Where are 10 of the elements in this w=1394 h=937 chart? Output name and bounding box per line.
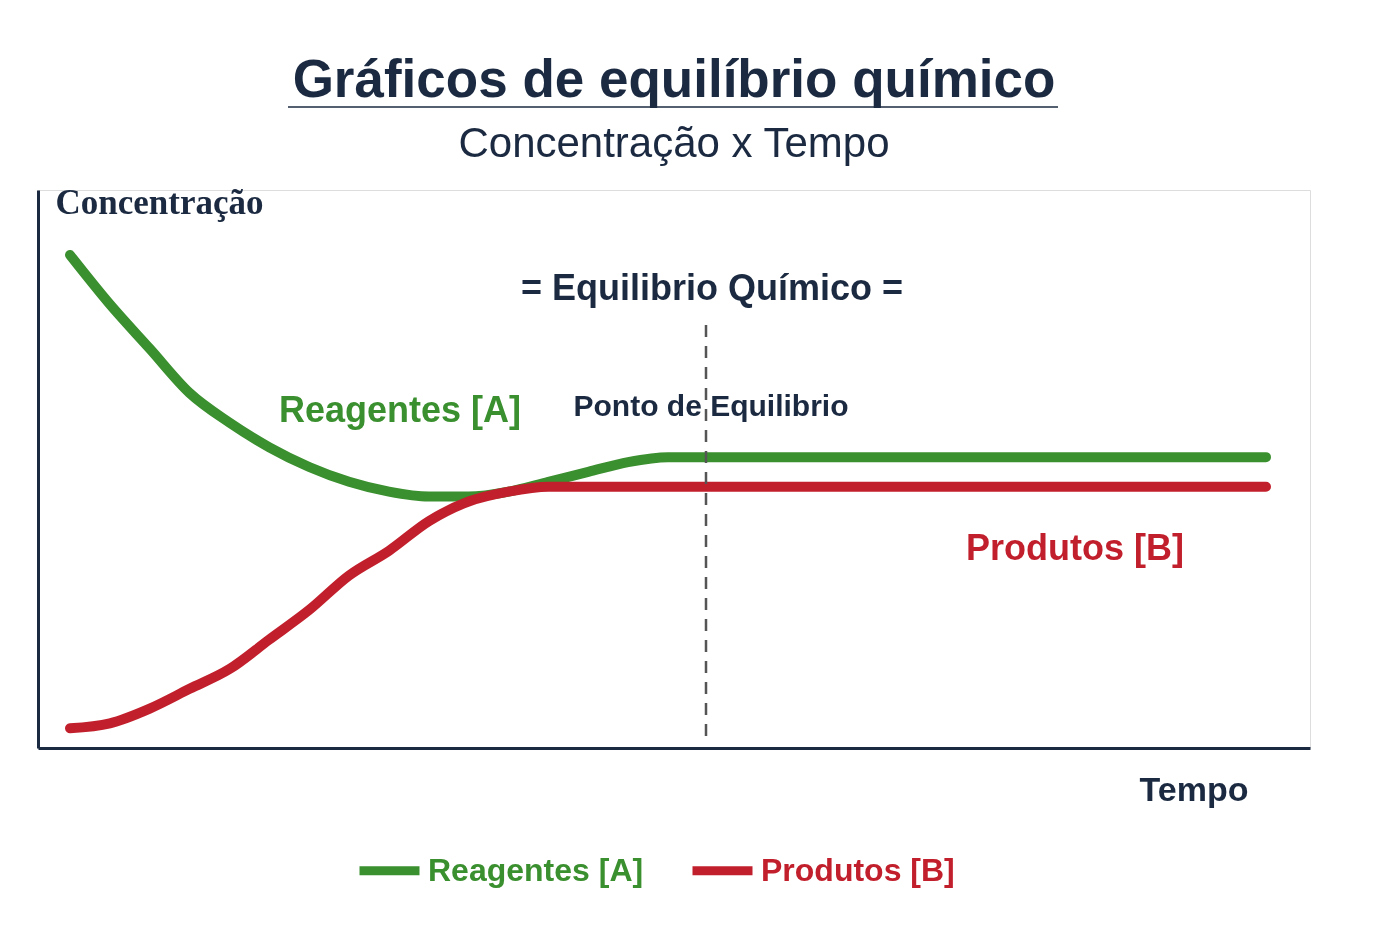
x-axis-title: Tempo — [1139, 769, 1249, 808]
legend-label: Reagentes [A] — [428, 851, 644, 888]
y-axis-title: Concentração — [55, 182, 264, 222]
chart-title: Gráficos de equilíbrio químico — [292, 49, 1056, 109]
annotation: Ponto de Equilibrio — [573, 389, 849, 422]
annotation: = Equilibrio Químico = — [520, 267, 904, 308]
text: Produtos [B] — [966, 527, 1184, 568]
text: Reagentes [A] — [278, 389, 522, 430]
chart-subtitle: Concentração x Tempo — [458, 119, 890, 167]
legend-label: Produtos [B] — [761, 851, 955, 888]
